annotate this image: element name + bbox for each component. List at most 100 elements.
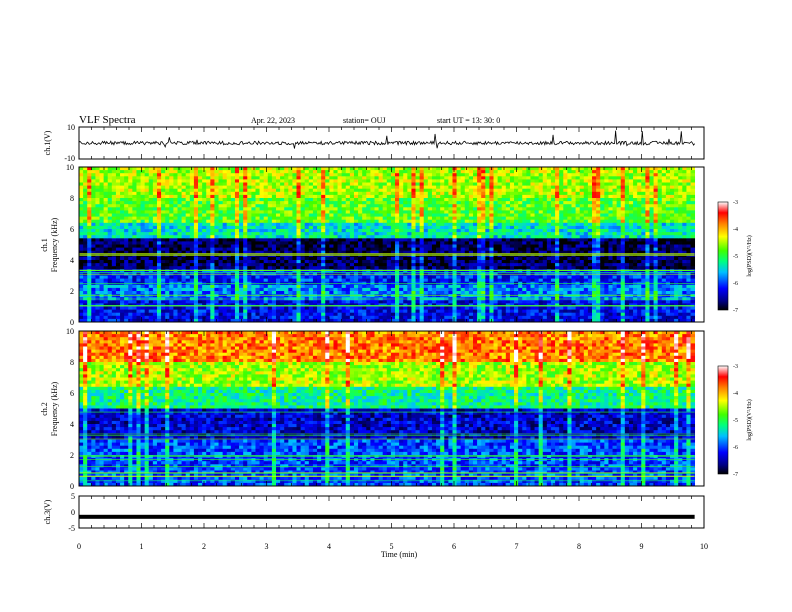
spectrogram-cell (259, 232, 265, 236)
spectrogram-cell (395, 241, 400, 245)
spectrogram-cell (485, 213, 490, 217)
spectrogram-cell (366, 247, 371, 252)
spectrogram-cell (206, 222, 211, 227)
spectrogram-cell (415, 225, 421, 230)
spectrogram-cell (403, 309, 408, 314)
spectrogram-cell (214, 263, 219, 267)
spectrogram-cell (83, 176, 88, 180)
date-label: Apr. 22, 2023 (251, 116, 295, 125)
spectrogram-cell (325, 225, 330, 230)
spectrogram-cell (411, 198, 416, 202)
spectrogram-cell (218, 204, 224, 208)
spectrogram-cell (419, 198, 425, 202)
spectrogram-cell (374, 198, 379, 202)
spectrogram-cell (161, 244, 166, 248)
spectrogram-cell (444, 263, 449, 267)
spectrogram-cell (120, 235, 125, 239)
spectrogram-cell (448, 198, 453, 202)
spectrogram-cell (288, 210, 293, 214)
spectrogram-cell (140, 247, 146, 252)
spectrogram-cell (300, 247, 306, 252)
spectrogram-cell (276, 219, 281, 224)
spectrogram-cell (132, 315, 137, 320)
spectrogram-cell (83, 219, 88, 224)
spectrogram-cell (468, 194, 474, 199)
spectrogram-cell (210, 229, 215, 233)
spectrogram-cell (185, 309, 191, 314)
spectrogram-cell (91, 300, 96, 304)
spectrogram-cell (115, 176, 121, 180)
spectrogram-cell (390, 194, 396, 199)
spectrogram-cell (448, 284, 453, 289)
spectrogram-cell (218, 318, 224, 323)
spectrogram-cell (358, 287, 363, 292)
spectrogram-cell (456, 219, 462, 224)
spectrogram-cell (431, 173, 437, 177)
spectrogram-cell (485, 170, 490, 174)
spectrogram-cell (427, 182, 433, 186)
spectrogram-cell (460, 216, 466, 221)
spectrogram-cell (341, 185, 347, 190)
spectrogram-cell (259, 287, 265, 292)
spectrogram-cell (259, 247, 265, 252)
spectrogram-cell (103, 188, 109, 193)
spectrogram-cell (464, 287, 470, 292)
spectrogram-cell (304, 309, 310, 314)
spectrogram-cell (477, 312, 482, 317)
spectrogram-cell (103, 173, 109, 177)
spectrogram-cell (456, 204, 462, 208)
spectrogram-cell (378, 232, 384, 236)
spectrogram-cell (374, 291, 379, 295)
spectrogram-cell (325, 194, 330, 199)
spectrogram-cell (95, 188, 100, 193)
spectrogram-cell (267, 318, 273, 323)
spectrogram-cell (91, 191, 96, 196)
spectrogram-cell (341, 241, 347, 245)
spectrogram-cell (259, 201, 265, 205)
spectrogram-cell (312, 176, 318, 180)
spectrogram-cell (317, 179, 322, 183)
spectrogram-cell (329, 318, 334, 323)
spectrogram-cell (444, 294, 449, 298)
ch1-spectrogram-image (79, 167, 696, 323)
spectrogram-cell (144, 176, 150, 180)
spectrogram-cell (124, 198, 129, 202)
spectrogram-cell (362, 191, 367, 196)
spectrogram-cell (226, 198, 232, 202)
spectrogram-cell (460, 179, 466, 183)
spectrogram-cell (358, 315, 363, 320)
spectrogram-cell (181, 315, 187, 320)
spectrogram-cell (349, 176, 355, 180)
spectrogram-cell (107, 241, 113, 245)
spectrogram-cell (79, 222, 84, 227)
spectrogram-cell (382, 222, 388, 227)
spectrogram-cell (382, 247, 388, 252)
spectrogram-cell (341, 312, 347, 317)
spectrogram-cell (407, 312, 412, 317)
spectrogram-cell (243, 179, 248, 183)
spectrogram-cell (189, 238, 195, 242)
spectrogram-cell (239, 247, 244, 252)
spectrogram-cell (156, 241, 162, 245)
spectrogram-cell (378, 287, 384, 292)
spectrogram-cell (341, 250, 347, 255)
spectrogram-cell (124, 263, 129, 267)
spectrogram-cell (226, 204, 232, 208)
spectrogram-cell (423, 229, 429, 233)
spectrogram-cell (300, 269, 306, 273)
spectrogram-cell (95, 201, 100, 205)
spectrogram-cell (403, 207, 408, 211)
spectrogram-cell (210, 312, 215, 317)
spectrogram-cell (374, 182, 379, 186)
spectrogram-cell (370, 278, 375, 283)
spectrogram-cell (206, 300, 211, 304)
spectrogram-cell (263, 198, 269, 202)
spectrogram-cell (239, 278, 244, 283)
spectrogram-cell (185, 201, 191, 205)
spectrogram-cell (468, 284, 474, 289)
spectrogram-cell (349, 256, 355, 261)
spectrogram-cell (189, 241, 195, 245)
spectrogram-cell (345, 235, 351, 239)
spectrogram-cell (132, 222, 137, 227)
spectrogram-cell (386, 247, 392, 252)
